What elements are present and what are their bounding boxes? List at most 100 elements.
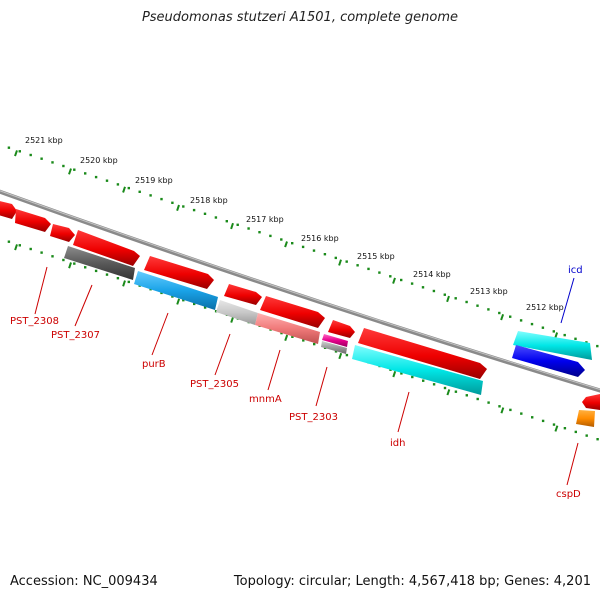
scale-dot bbox=[94, 269, 98, 273]
scale-dot bbox=[291, 335, 294, 338]
scale-dot bbox=[432, 383, 436, 386]
genome-title: Pseudomonas stutzeri A1501, complete gen… bbox=[141, 10, 459, 25]
scale-dot bbox=[182, 205, 185, 208]
scale-dot bbox=[389, 275, 392, 278]
gene-label[interactable]: PST_2305 bbox=[190, 379, 239, 390]
gene-label[interactable]: cspD bbox=[556, 489, 581, 500]
scale-dot bbox=[520, 412, 523, 415]
scale-dot bbox=[334, 350, 338, 353]
scale-dot bbox=[62, 258, 65, 262]
gene-arrow[interactable] bbox=[144, 256, 214, 289]
scale-tick bbox=[14, 244, 18, 251]
scale-dot bbox=[280, 238, 283, 241]
scale-dot bbox=[40, 157, 43, 160]
gene-arrow[interactable] bbox=[216, 300, 258, 325]
scale-tick bbox=[14, 150, 18, 157]
scale-dot bbox=[552, 423, 556, 426]
scale-dot bbox=[269, 234, 272, 238]
scale-dot bbox=[421, 286, 425, 289]
scale-label: 2513 kbp bbox=[470, 287, 508, 296]
scale-dot bbox=[84, 266, 87, 269]
gene-arrow[interactable] bbox=[352, 345, 483, 395]
gene-arrow[interactable] bbox=[512, 345, 585, 377]
scale-dot bbox=[160, 197, 163, 201]
scale-dot bbox=[410, 282, 414, 285]
scale-dot bbox=[476, 304, 479, 307]
scale-dot bbox=[443, 386, 447, 390]
scale-dot bbox=[498, 405, 501, 408]
scale-dot bbox=[116, 277, 120, 280]
scale-label: 2519 kbp bbox=[135, 176, 173, 185]
scale-tick bbox=[554, 332, 559, 339]
gene-arrow[interactable] bbox=[513, 331, 592, 360]
gene-arrow[interactable] bbox=[134, 271, 218, 310]
scale-dot bbox=[563, 427, 567, 430]
scale-dot bbox=[280, 331, 283, 335]
gene-label[interactable]: PST_2307 bbox=[51, 330, 100, 341]
scale-dot bbox=[258, 231, 261, 234]
scale-dot bbox=[596, 344, 599, 348]
scale-dot bbox=[345, 353, 349, 357]
gene-arrow[interactable] bbox=[73, 230, 140, 266]
scale-dot bbox=[192, 208, 196, 212]
gene-arrow[interactable] bbox=[15, 209, 51, 232]
gene-arrow[interactable] bbox=[255, 313, 320, 344]
gene-arrow[interactable] bbox=[328, 320, 355, 338]
scale-dot bbox=[301, 245, 305, 249]
scale-dot bbox=[29, 153, 32, 157]
scale-label: 2512 kbp bbox=[526, 303, 564, 312]
scale-label: 2516 kbp bbox=[301, 234, 339, 243]
genome-backbone-highlight bbox=[0, 190, 600, 391]
scale-dot bbox=[62, 164, 65, 168]
scale-dot bbox=[465, 394, 468, 397]
scale-dot bbox=[127, 280, 130, 284]
scale-dot bbox=[367, 267, 370, 271]
gene-arrow[interactable] bbox=[0, 200, 17, 219]
scale-dot bbox=[509, 408, 512, 412]
scale-tick bbox=[68, 168, 72, 175]
scale-tick bbox=[176, 298, 181, 305]
scale-dot bbox=[160, 291, 163, 295]
scale-dot bbox=[443, 293, 446, 296]
label-leaders bbox=[34, 266, 579, 486]
gene-arrow[interactable] bbox=[322, 334, 348, 347]
gene-arrow[interactable] bbox=[260, 296, 325, 328]
scale-dot bbox=[422, 379, 425, 382]
gene-label[interactable]: idh bbox=[390, 438, 405, 449]
scale-tick bbox=[230, 316, 235, 323]
gene-arrow[interactable] bbox=[50, 224, 75, 242]
scale-tick bbox=[284, 334, 289, 342]
scale-tick bbox=[500, 313, 505, 321]
scale-tick bbox=[554, 425, 559, 432]
gene-arrow[interactable] bbox=[576, 410, 595, 427]
gene-label[interactable]: mnmA bbox=[249, 394, 282, 405]
scale-dot bbox=[105, 273, 109, 276]
gene-arrow[interactable] bbox=[358, 328, 487, 379]
gene-label[interactable]: purB bbox=[142, 359, 166, 370]
gene-arrow[interactable] bbox=[64, 246, 135, 280]
scale-dot bbox=[149, 194, 152, 197]
scale-dot bbox=[116, 183, 120, 186]
gene-label[interactable]: PST_2303 bbox=[289, 412, 338, 423]
scale-dot bbox=[313, 342, 316, 346]
scale-dot bbox=[7, 146, 11, 149]
scale-dot bbox=[356, 264, 359, 267]
scale-dot bbox=[530, 322, 534, 326]
gene-arrow[interactable] bbox=[224, 284, 262, 305]
scale-dot bbox=[519, 319, 523, 322]
scale-dot bbox=[541, 326, 545, 329]
gene-arrow[interactable] bbox=[582, 394, 600, 410]
gene-arrow[interactable] bbox=[321, 341, 347, 354]
scale-dot bbox=[487, 401, 490, 404]
scale-dot bbox=[203, 212, 207, 215]
scale-dot bbox=[214, 310, 218, 313]
scale-dot bbox=[563, 333, 566, 337]
gene-label[interactable]: icd bbox=[568, 265, 583, 276]
gene-label[interactable]: PST_2308 bbox=[10, 316, 59, 327]
scale-dot bbox=[214, 216, 218, 219]
scale-tick bbox=[338, 259, 342, 266]
scale-label: 2520 kbp bbox=[80, 156, 118, 165]
scale-dot bbox=[498, 311, 501, 315]
scale-dot bbox=[476, 397, 479, 401]
